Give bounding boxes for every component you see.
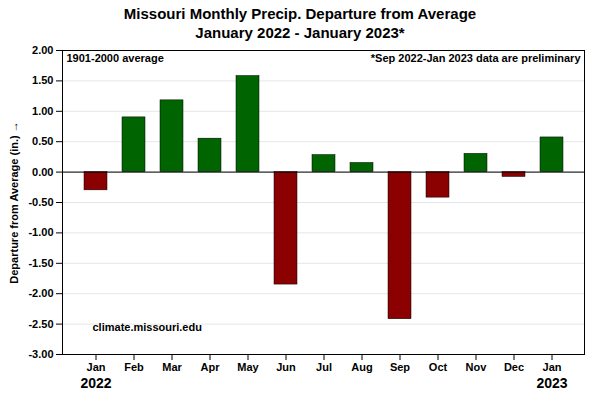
svg-text:Jul: Jul (316, 361, 332, 373)
svg-text:Mar: Mar (162, 361, 182, 373)
svg-text:Nov: Nov (466, 361, 488, 373)
svg-text:Sep: Sep (390, 361, 410, 373)
svg-text:0.00: 0.00 (32, 166, 53, 178)
svg-text:1901-2000 average: 1901-2000 average (67, 52, 164, 64)
html-text:January 2022 - January 2023*: January 2022 - January 2023* (195, 24, 405, 41)
svg-text:-1.00: -1.00 (28, 226, 53, 238)
svg-text:Jun: Jun (276, 361, 296, 373)
svg-text:-2.00: -2.00 (28, 287, 53, 299)
svg-text:0.50: 0.50 (32, 135, 53, 147)
svg-text:climate.missouri.edu: climate.missouri.edu (93, 321, 202, 333)
svg-text:-3.00: -3.00 (28, 348, 53, 360)
svg-text:*Sep 2022-Jan 2023 data are pr: *Sep 2022-Jan 2023 data are preliminary (371, 52, 582, 64)
svg-text:-0.50: -0.50 (28, 196, 53, 208)
svg-text:Jan: Jan (87, 361, 106, 373)
svg-text:Oct: Oct (429, 361, 448, 373)
svg-text:1.50: 1.50 (32, 74, 53, 86)
svg-text:1.00: 1.00 (32, 105, 53, 117)
svg-text:Departure from Average (in.) →: Departure from Average (in.) → (8, 121, 20, 283)
svg-text:May: May (237, 361, 259, 373)
svg-text:Dec: Dec (504, 361, 524, 373)
svg-text:2.00: 2.00 (32, 44, 53, 56)
svg-text:2022: 2022 (80, 375, 111, 391)
svg-text:2023: 2023 (536, 375, 567, 391)
svg-text:-2.50: -2.50 (28, 318, 53, 330)
svg-text:Feb: Feb (124, 361, 144, 373)
svg-text:-1.50: -1.50 (28, 257, 53, 269)
html-text:Missouri Monthly Precip. Depar: Missouri Monthly Precip. Departure from … (123, 5, 477, 22)
svg-text:Jan: Jan (543, 361, 562, 373)
svg-text:Apr: Apr (201, 361, 221, 373)
svg-text:Aug: Aug (351, 361, 372, 373)
